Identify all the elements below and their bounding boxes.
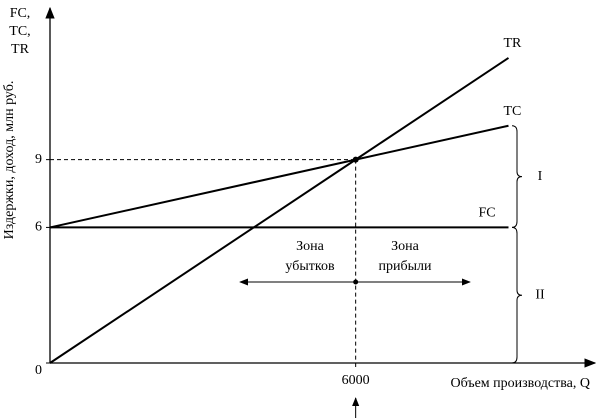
series-line bbox=[49, 57, 510, 364]
brace-label: I bbox=[538, 169, 543, 184]
zone-label: прибыли bbox=[379, 259, 433, 274]
series-label: FC bbox=[478, 206, 495, 221]
brace bbox=[511, 125, 523, 228]
break-even-point bbox=[352, 156, 359, 163]
zone-label: Зона bbox=[391, 239, 420, 254]
series-label: TC bbox=[503, 104, 521, 119]
x-axis-label: Объем производства, Q bbox=[450, 376, 590, 391]
y-title: TR bbox=[11, 42, 30, 57]
y-axis-label: Издержки, доход, млн руб. bbox=[2, 81, 17, 240]
zone-label: убытков bbox=[285, 259, 335, 274]
zone-label: Зона bbox=[296, 239, 325, 254]
brace bbox=[511, 226, 523, 364]
y-title: FC, bbox=[10, 6, 31, 21]
x-tick-label: 6000 bbox=[342, 373, 370, 388]
series-line bbox=[49, 124, 509, 229]
y-tick-label: 9 bbox=[35, 152, 42, 167]
y-title: TC, bbox=[9, 24, 30, 39]
y-tick-label: 0 bbox=[35, 363, 42, 378]
series-label: TR bbox=[503, 36, 522, 51]
y-tick-label: 6 bbox=[35, 220, 42, 235]
brace-label: II bbox=[535, 287, 545, 302]
